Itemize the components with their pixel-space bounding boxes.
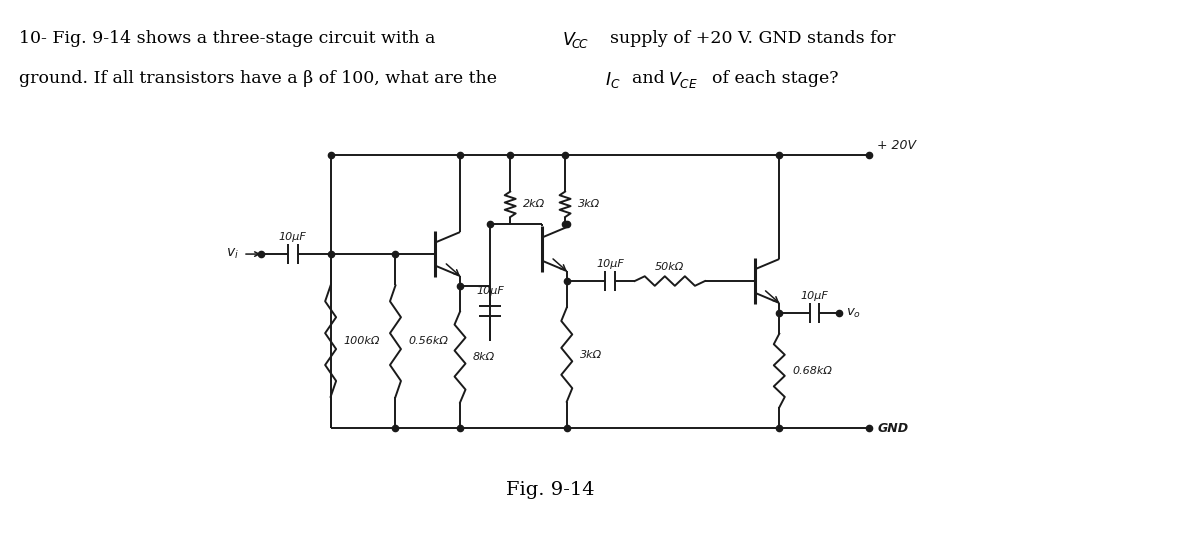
Text: 10- Fig. 9-14 shows a three-stage circuit with a: 10- Fig. 9-14 shows a three-stage circui… <box>19 30 442 47</box>
Text: 10μF: 10μF <box>278 232 306 242</box>
Text: of each stage?: of each stage? <box>712 70 839 87</box>
Text: 0.56kΩ: 0.56kΩ <box>408 336 449 346</box>
Text: 2kΩ: 2kΩ <box>523 199 545 209</box>
Text: 10μF: 10μF <box>800 291 828 301</box>
Text: 0.68kΩ: 0.68kΩ <box>792 366 832 375</box>
Text: 3kΩ: 3kΩ <box>580 350 602 359</box>
Text: GND: GND <box>877 422 908 435</box>
Text: $V_{\!C\!C}$: $V_{\!C\!C}$ <box>562 30 589 50</box>
Text: 10μF: 10μF <box>476 286 504 296</box>
Text: 50kΩ: 50kΩ <box>655 262 684 272</box>
Text: $v_i$: $v_i$ <box>226 247 239 261</box>
Text: 8kΩ: 8kΩ <box>473 352 496 362</box>
Text: 10μF: 10μF <box>596 259 624 269</box>
Text: ground. If all transistors have a β of 100, what are the: ground. If all transistors have a β of 1… <box>19 70 503 87</box>
Text: $I_C$: $I_C$ <box>605 70 620 90</box>
Text: $V_{CE}$: $V_{CE}$ <box>668 70 698 90</box>
Text: 100kΩ: 100kΩ <box>343 336 380 346</box>
Text: $v_o$: $v_o$ <box>846 307 862 319</box>
Text: + 20V: + 20V <box>877 139 917 152</box>
Text: 3kΩ: 3kΩ <box>578 199 600 209</box>
Text: supply of +20 V. GND stands for: supply of +20 V. GND stands for <box>610 30 895 47</box>
Text: and: and <box>632 70 670 87</box>
Text: Fig. 9-14: Fig. 9-14 <box>506 481 594 499</box>
